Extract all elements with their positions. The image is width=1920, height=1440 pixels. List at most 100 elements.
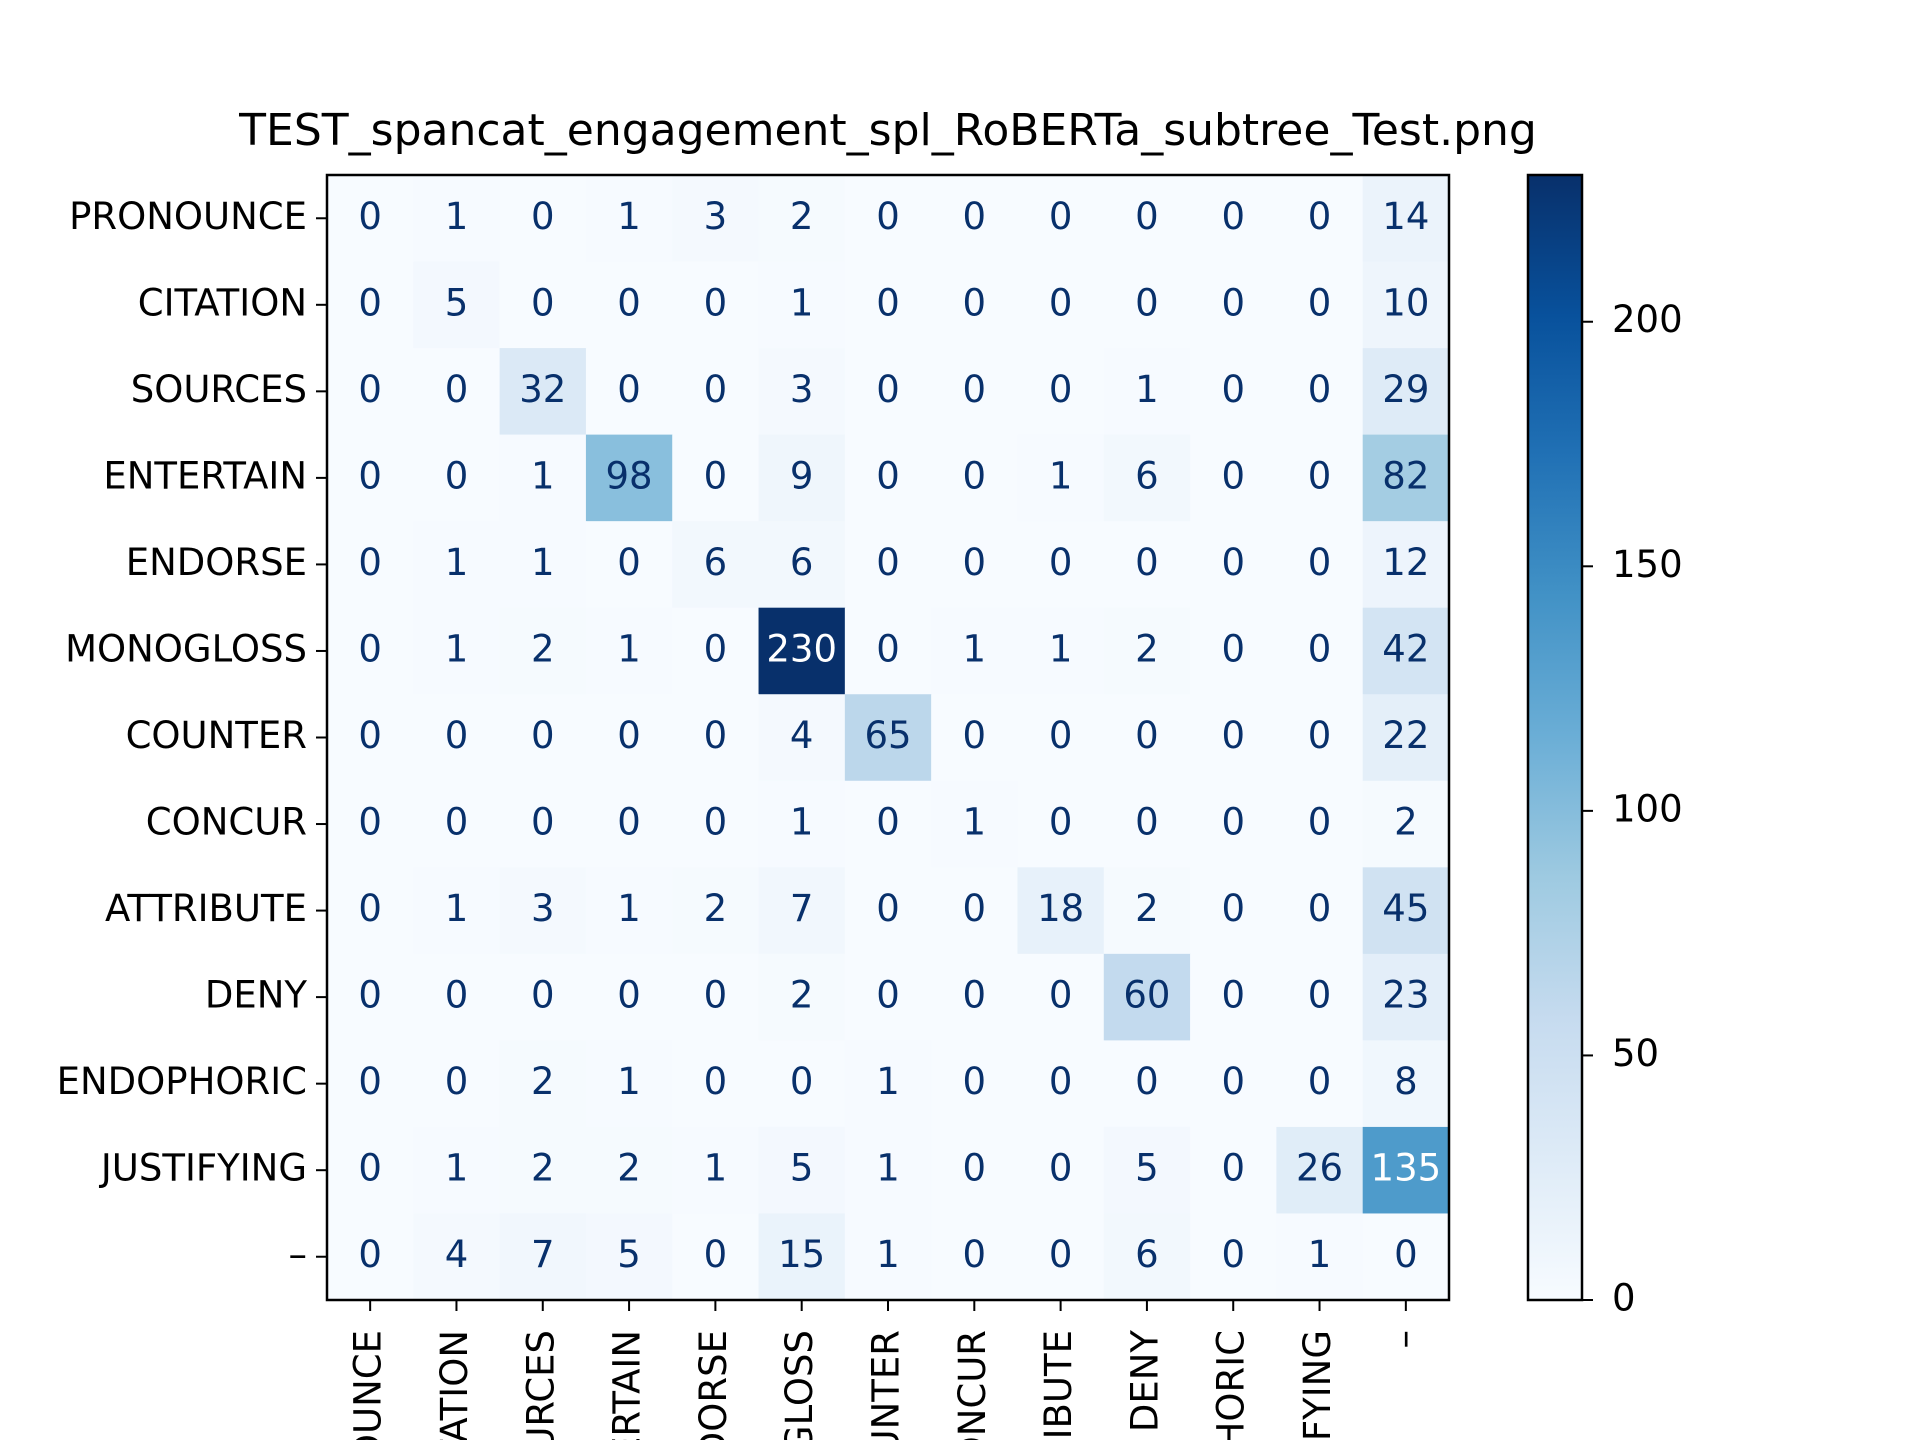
heatmap-cell — [844, 261, 932, 349]
heatmap-cell — [585, 261, 673, 349]
cell-label: 0 — [1221, 368, 1245, 411]
cell-label: 1 — [445, 195, 469, 238]
heatmap-cell — [1362, 607, 1450, 695]
heatmap-cell — [758, 867, 846, 955]
cell-label: 0 — [790, 1060, 814, 1103]
cell-label: 9 — [790, 454, 814, 497]
cell-label: 0 — [963, 887, 987, 930]
y-tick-label: SOURCES — [131, 368, 307, 411]
colorbar-tick-label: 50 — [1612, 1032, 1659, 1075]
cell-label: 6 — [1135, 454, 1159, 497]
cell-label: 0 — [531, 714, 555, 757]
heatmap-cell — [327, 175, 414, 263]
heatmap-cell — [1103, 175, 1191, 263]
cell-label: 14 — [1382, 195, 1429, 238]
cell-label: 0 — [1049, 714, 1073, 757]
cell-label: 0 — [704, 627, 728, 670]
heatmap-cell — [585, 694, 673, 782]
heatmap-cell — [1017, 1213, 1105, 1301]
heatmap-cell — [413, 607, 501, 695]
heatmap-cell — [931, 175, 1018, 263]
x-tick-label: DENY — [1123, 1330, 1166, 1433]
cell-label: 0 — [617, 801, 641, 844]
heatmap-cell — [931, 261, 1018, 349]
cell-label: 0 — [531, 974, 555, 1017]
cell-label: 0 — [1308, 887, 1332, 930]
cell-label: 0 — [1221, 974, 1245, 1017]
cell-label: 0 — [445, 714, 469, 757]
cell-label: 5 — [617, 1233, 641, 1276]
heatmap-cell — [1103, 1213, 1191, 1301]
heatmap-cell — [672, 348, 760, 436]
heatmap-cell — [499, 1213, 587, 1301]
cell-label: 0 — [445, 454, 469, 497]
cell-label: 0 — [1221, 1147, 1245, 1190]
cell-label: 0 — [1049, 1233, 1073, 1276]
heatmap-cell — [1017, 175, 1105, 263]
cell-label: 0 — [1308, 541, 1332, 584]
cell-label: 42 — [1382, 627, 1429, 670]
heatmap-cell — [413, 1213, 501, 1301]
x-tick-label: COUNTER — [865, 1330, 908, 1440]
heatmap-cell — [1017, 953, 1105, 1041]
heatmap-cell — [1362, 953, 1450, 1041]
heatmap-cell — [1190, 953, 1277, 1041]
heatmap-cell — [1103, 434, 1191, 522]
cell-label: 0 — [704, 368, 728, 411]
heatmap-cell — [758, 1126, 846, 1214]
y-tick-label: CITATION — [138, 281, 307, 324]
heatmap-cell — [1362, 348, 1450, 436]
cell-label: 0 — [1221, 1233, 1245, 1276]
cell-label: 1 — [790, 281, 814, 324]
cell-label: 0 — [876, 454, 900, 497]
heatmap-cell — [1103, 694, 1191, 782]
cell-label: 0 — [445, 368, 469, 411]
cell-label: 2 — [1394, 801, 1418, 844]
heatmap-cell — [413, 521, 501, 609]
heatmap-cell — [1276, 1213, 1364, 1301]
y-tick-label: JUSTIFYING — [99, 1147, 307, 1190]
heatmap-cell — [1017, 1126, 1105, 1214]
cell-label: 0 — [1308, 195, 1332, 238]
heatmap-cell — [758, 175, 846, 263]
cell-label: 0 — [617, 714, 641, 757]
y-tick-label: PRONOUNCE — [69, 195, 307, 238]
cell-label: 0 — [1135, 541, 1159, 584]
heatmap-cell — [1190, 348, 1277, 436]
cell-label: 0 — [1221, 541, 1245, 584]
cell-label: 1 — [1049, 627, 1073, 670]
cell-label: 29 — [1382, 368, 1429, 411]
x-tick-label: ENTERTAIN — [606, 1330, 649, 1440]
heatmap-cell — [931, 1040, 1018, 1128]
cell-label: 82 — [1382, 454, 1429, 497]
heatmap-cell — [413, 694, 501, 782]
heatmap-cell — [1190, 780, 1277, 868]
heatmap-cell — [1190, 261, 1277, 349]
cell-label: 1 — [876, 1233, 900, 1276]
heatmap-cell — [931, 867, 1018, 955]
cell-label: 0 — [876, 281, 900, 324]
cell-label: 230 — [766, 627, 837, 670]
heatmap-cell — [1017, 521, 1105, 609]
cell-label: 0 — [1221, 801, 1245, 844]
heatmap-cell — [844, 348, 932, 436]
heatmap-cell — [844, 175, 932, 263]
cell-label: 0 — [704, 281, 728, 324]
heatmap-cell — [1190, 175, 1277, 263]
cell-label: 1 — [617, 1060, 641, 1103]
heatmap-cell — [1362, 434, 1450, 522]
cell-label: 3 — [790, 368, 814, 411]
cell-label: 6 — [704, 541, 728, 584]
heatmap-cell — [931, 780, 1018, 868]
x-tick-label: ENDOPHORIC — [1210, 1330, 1253, 1440]
heatmap-cell — [1190, 434, 1277, 522]
cell-label: 5 — [1135, 1147, 1159, 1190]
heatmap-cell — [1017, 434, 1105, 522]
heatmap-cell — [1362, 261, 1450, 349]
heatmap-cell — [931, 521, 1018, 609]
heatmap-cell — [758, 521, 846, 609]
cell-label: 0 — [963, 974, 987, 1017]
heatmap-cell — [1103, 953, 1191, 1041]
chart-title: TEST_spancat_engagement_spl_RoBERTa_subt… — [238, 105, 1537, 156]
